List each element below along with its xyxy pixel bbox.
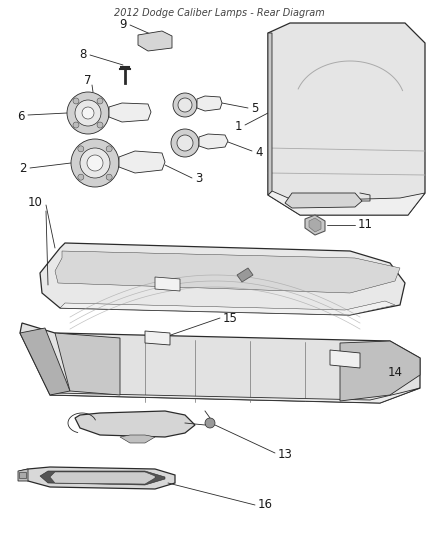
Text: 6: 6: [18, 109, 25, 123]
Polygon shape: [285, 193, 362, 208]
Polygon shape: [55, 251, 400, 293]
Polygon shape: [199, 134, 228, 149]
Polygon shape: [330, 350, 360, 368]
Circle shape: [75, 100, 101, 126]
Polygon shape: [60, 301, 395, 315]
Circle shape: [73, 98, 79, 104]
Polygon shape: [18, 469, 28, 481]
Polygon shape: [268, 33, 272, 195]
Text: 8: 8: [80, 47, 87, 61]
Polygon shape: [268, 191, 425, 215]
Circle shape: [173, 93, 197, 117]
Circle shape: [106, 146, 112, 152]
Polygon shape: [340, 341, 420, 401]
Polygon shape: [20, 323, 420, 403]
Circle shape: [73, 122, 79, 128]
Circle shape: [67, 92, 109, 134]
Text: 14: 14: [388, 366, 403, 378]
Polygon shape: [138, 31, 172, 51]
Polygon shape: [268, 23, 425, 215]
Polygon shape: [145, 331, 170, 345]
Circle shape: [171, 129, 199, 157]
Text: 4: 4: [255, 146, 262, 158]
Text: 10: 10: [28, 197, 43, 209]
Polygon shape: [309, 218, 321, 232]
Circle shape: [177, 135, 193, 151]
Polygon shape: [40, 243, 405, 315]
Polygon shape: [50, 472, 155, 484]
Circle shape: [80, 148, 110, 178]
Text: 7: 7: [84, 74, 92, 86]
Polygon shape: [20, 467, 175, 489]
Text: 2012 Dodge Caliber Lamps - Rear Diagram: 2012 Dodge Caliber Lamps - Rear Diagram: [113, 8, 325, 18]
Polygon shape: [40, 471, 165, 485]
Text: 13: 13: [278, 448, 293, 461]
Circle shape: [106, 174, 112, 180]
Circle shape: [82, 107, 94, 119]
Polygon shape: [109, 103, 151, 122]
Polygon shape: [305, 215, 325, 235]
Polygon shape: [120, 435, 155, 443]
Polygon shape: [197, 96, 222, 111]
Text: 1: 1: [234, 119, 242, 133]
Polygon shape: [237, 268, 253, 282]
Polygon shape: [155, 277, 180, 291]
Polygon shape: [55, 333, 120, 395]
Text: 3: 3: [195, 173, 202, 185]
Circle shape: [178, 98, 192, 112]
Circle shape: [97, 122, 103, 128]
Polygon shape: [119, 151, 165, 173]
Circle shape: [97, 98, 103, 104]
Polygon shape: [50, 388, 420, 403]
Text: 2: 2: [20, 163, 27, 175]
Circle shape: [205, 418, 215, 428]
Text: 5: 5: [251, 102, 258, 116]
Text: 9: 9: [120, 18, 127, 30]
Polygon shape: [20, 328, 70, 395]
Text: 11: 11: [358, 219, 373, 231]
Polygon shape: [19, 472, 26, 478]
Circle shape: [78, 174, 84, 180]
Polygon shape: [75, 411, 195, 437]
Text: 15: 15: [223, 311, 238, 325]
Circle shape: [78, 146, 84, 152]
Circle shape: [87, 155, 103, 171]
Circle shape: [71, 139, 119, 187]
Text: 16: 16: [258, 498, 273, 512]
